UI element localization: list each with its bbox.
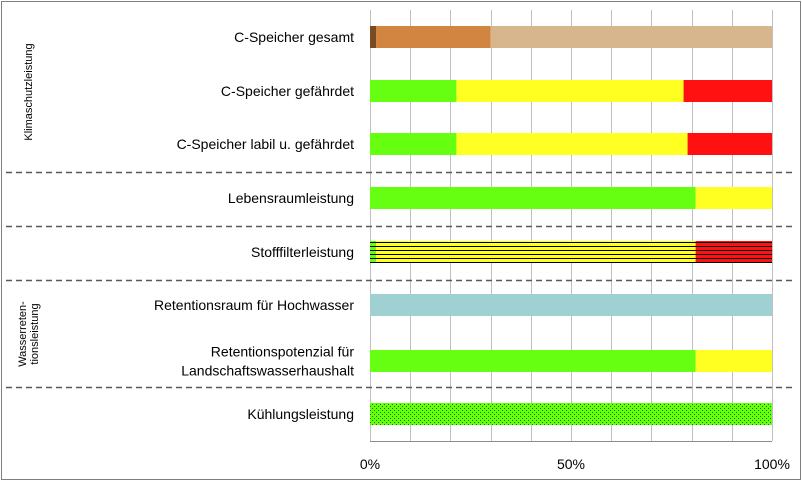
bar-segment — [370, 187, 696, 209]
category-label: C-Speicher gesamt — [234, 29, 354, 45]
bar-segment — [370, 350, 696, 372]
category-label: Retentionspotenzial für — [211, 344, 355, 360]
bar-segment — [370, 294, 772, 316]
bar-segment-hatch — [370, 241, 377, 263]
bar-segment — [376, 26, 491, 48]
bar-segment — [695, 187, 772, 209]
x-tick-label: 50% — [557, 456, 585, 472]
bar-segment — [490, 26, 772, 48]
bars — [370, 26, 772, 425]
bar-segment — [370, 133, 457, 155]
gridlines — [6, 10, 796, 442]
bar-segment-dots — [370, 403, 772, 425]
category-label: Stofffilterleistung — [251, 244, 354, 260]
bar-segment — [456, 133, 688, 155]
x-axis-ticks: 0% 50% 100% — [360, 456, 790, 472]
x-tick-label: 100% — [754, 456, 790, 472]
category-label: Lebensraumleistung — [228, 190, 354, 206]
bar-segment — [683, 80, 772, 102]
bar-segment-hatch — [695, 241, 772, 263]
bar-segment — [370, 26, 377, 48]
x-tick-label: 0% — [360, 456, 380, 472]
group-label: tionsleistung — [29, 303, 41, 364]
bar-segment — [695, 350, 772, 372]
bar-segment-hatch — [376, 241, 696, 263]
group-label: Klimaschutzleistung — [23, 43, 35, 140]
category-label: C-Speicher labil u. gefährdet — [177, 136, 355, 152]
bar-segment — [456, 80, 684, 102]
group-labels: Klimaschutzleistung Wasserreten-tionsleis… — [17, 43, 41, 366]
category-label: Retentionsraum für Hochwasser — [154, 297, 354, 313]
category-label: Landschaftswasserhaushalt — [181, 363, 354, 379]
category-labels: C-Speicher gesamt C-Speicher gefährdet C-S… — [154, 29, 354, 422]
category-label: C-Speicher gefährdet — [221, 83, 354, 99]
group-label: Wasserreten- — [17, 301, 29, 367]
bar-segment — [370, 80, 457, 102]
category-label: Kühlungsleistung — [247, 406, 354, 422]
bar-segment — [687, 133, 772, 155]
